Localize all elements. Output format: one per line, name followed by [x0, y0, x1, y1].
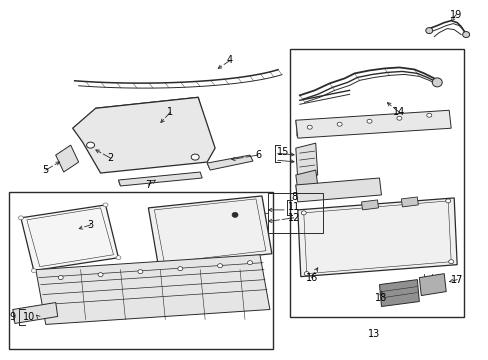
Polygon shape	[295, 110, 450, 138]
Text: 2: 2	[107, 153, 113, 163]
Ellipse shape	[301, 211, 305, 215]
Text: 16: 16	[305, 273, 317, 283]
Polygon shape	[401, 197, 417, 207]
Polygon shape	[56, 145, 79, 172]
Text: 1: 1	[167, 107, 173, 117]
Polygon shape	[295, 178, 381, 202]
Ellipse shape	[366, 119, 371, 123]
Polygon shape	[361, 200, 378, 210]
Ellipse shape	[304, 272, 308, 276]
Text: 9: 9	[10, 312, 16, 323]
Text: 17: 17	[450, 275, 463, 285]
Text: 4: 4	[226, 55, 233, 66]
Text: 8: 8	[291, 192, 297, 202]
Text: 19: 19	[449, 10, 461, 20]
Ellipse shape	[98, 273, 103, 276]
Text: 6: 6	[254, 150, 261, 160]
Ellipse shape	[306, 125, 312, 129]
Ellipse shape	[431, 78, 441, 87]
Ellipse shape	[138, 270, 142, 274]
Polygon shape	[95, 97, 210, 154]
Text: 3: 3	[87, 220, 94, 230]
Polygon shape	[13, 302, 58, 323]
Text: 12: 12	[287, 213, 299, 223]
Text: 14: 14	[392, 107, 405, 117]
Polygon shape	[295, 143, 317, 180]
Polygon shape	[295, 170, 317, 190]
Bar	[289, 49, 463, 318]
Text: 13: 13	[367, 329, 380, 339]
Ellipse shape	[103, 203, 108, 207]
Ellipse shape	[336, 122, 342, 126]
Ellipse shape	[462, 32, 468, 37]
Polygon shape	[148, 196, 271, 266]
Polygon shape	[297, 198, 456, 276]
Text: 18: 18	[375, 293, 387, 302]
Text: 15: 15	[276, 147, 288, 157]
Ellipse shape	[247, 261, 252, 265]
Polygon shape	[73, 97, 215, 173]
Polygon shape	[21, 205, 118, 271]
Text: 5: 5	[42, 165, 49, 175]
Bar	[9, 192, 272, 349]
Ellipse shape	[426, 113, 431, 117]
Ellipse shape	[58, 276, 63, 280]
Ellipse shape	[191, 154, 199, 160]
Bar	[267, 193, 322, 233]
Ellipse shape	[19, 216, 23, 220]
Ellipse shape	[425, 28, 432, 33]
Text: 10: 10	[22, 312, 35, 323]
Ellipse shape	[232, 212, 238, 217]
Ellipse shape	[448, 260, 453, 264]
Text: 11: 11	[287, 202, 299, 212]
Ellipse shape	[31, 269, 36, 273]
Ellipse shape	[116, 256, 121, 260]
Polygon shape	[36, 255, 269, 324]
Polygon shape	[118, 172, 202, 186]
Polygon shape	[419, 274, 446, 296]
Ellipse shape	[396, 116, 401, 120]
Ellipse shape	[217, 264, 222, 268]
Ellipse shape	[86, 142, 94, 148]
Polygon shape	[379, 280, 419, 306]
Text: 7: 7	[145, 180, 151, 190]
Ellipse shape	[178, 267, 183, 271]
Polygon shape	[207, 155, 252, 170]
Ellipse shape	[445, 199, 450, 203]
